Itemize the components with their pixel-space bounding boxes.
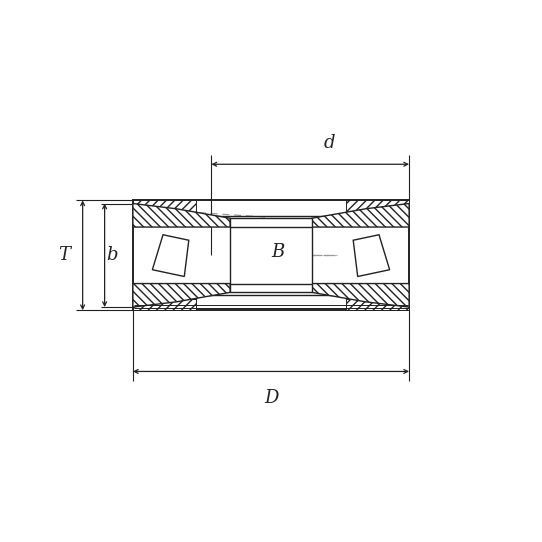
Text: b: b (106, 246, 118, 264)
Text: B: B (272, 243, 285, 261)
Text: d: d (324, 134, 335, 152)
Text: D: D (264, 389, 278, 406)
Polygon shape (230, 218, 312, 292)
Polygon shape (133, 203, 230, 227)
Polygon shape (353, 235, 390, 276)
Polygon shape (152, 235, 189, 276)
Polygon shape (312, 203, 409, 227)
Polygon shape (133, 201, 196, 212)
Polygon shape (133, 201, 409, 310)
Polygon shape (133, 299, 196, 310)
Polygon shape (346, 201, 409, 212)
Polygon shape (312, 283, 409, 307)
Polygon shape (346, 299, 409, 310)
Polygon shape (133, 283, 230, 307)
Text: T: T (58, 246, 70, 264)
